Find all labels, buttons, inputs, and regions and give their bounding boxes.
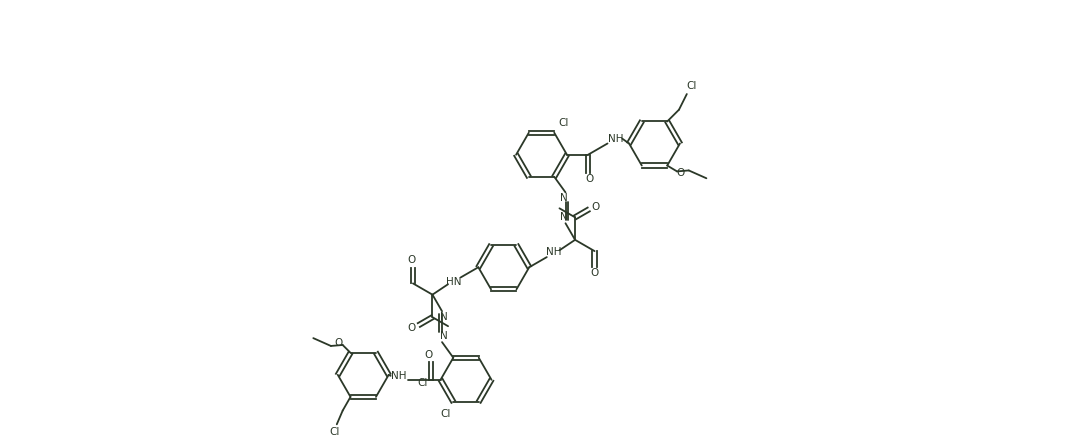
Text: Cl: Cl [440,409,451,419]
Text: O: O [334,338,343,348]
Text: Cl: Cl [686,81,697,91]
Text: O: O [677,168,685,178]
Text: O: O [425,350,433,360]
Text: O: O [590,268,599,278]
Text: NH: NH [546,247,561,257]
Text: HN: HN [446,277,462,287]
Text: N: N [560,212,568,222]
Text: NH: NH [607,133,623,143]
Text: Cl: Cl [330,427,340,436]
Text: N: N [560,193,568,203]
Text: NH: NH [391,371,406,381]
Text: O: O [407,255,415,265]
Text: O: O [586,174,595,184]
Text: N: N [440,312,448,322]
Text: O: O [591,202,600,212]
Text: O: O [408,323,416,333]
Text: Cl: Cl [418,378,428,388]
Text: N: N [440,331,448,341]
Text: Cl: Cl [559,118,570,128]
